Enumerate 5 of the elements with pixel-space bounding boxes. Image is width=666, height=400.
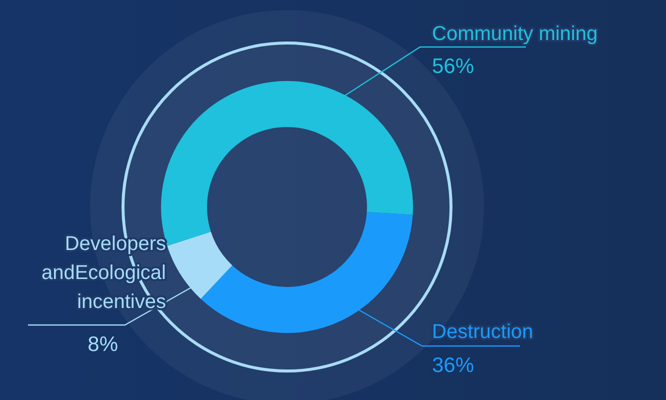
- slice-label: Community mining: [432, 23, 598, 45]
- slice-label: Destruction: [432, 321, 534, 343]
- data-label: 56%: [432, 55, 474, 78]
- data-label: 36%: [432, 354, 474, 377]
- data-label: 8%: [88, 333, 118, 356]
